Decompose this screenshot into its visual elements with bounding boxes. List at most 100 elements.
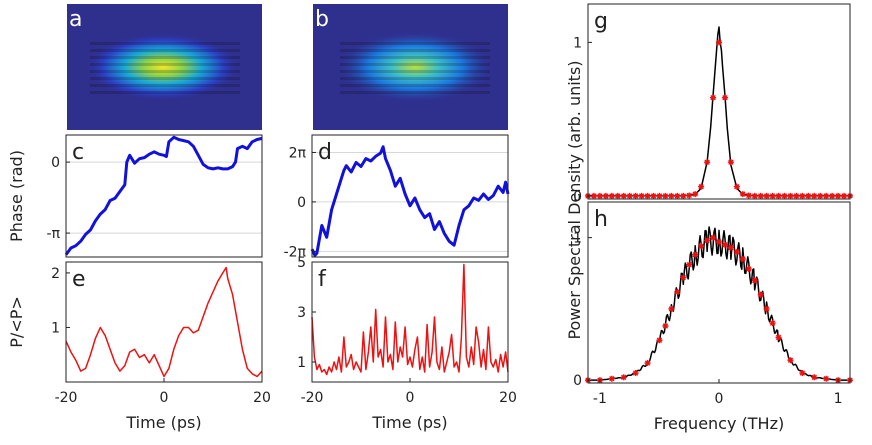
marker-g-17	[686, 192, 693, 199]
marker-g-2	[596, 192, 603, 199]
heatmap-b-fringes	[340, 38, 490, 98]
ytick-label-d-2: -2π	[284, 244, 307, 260]
marker-h-10	[680, 274, 687, 281]
series-line-h-0	[588, 226, 850, 381]
marker-h-19	[733, 248, 740, 255]
marker-h-20	[739, 256, 746, 263]
xtick-label-e-1: 0	[160, 390, 169, 406]
marker-g-24	[727, 159, 734, 166]
marker-g-42	[835, 192, 842, 199]
marker-h-23	[757, 291, 764, 298]
ytick-label-e-0: 2	[51, 266, 60, 282]
panel-label-f: f	[318, 267, 327, 292]
marker-g-22	[716, 39, 722, 46]
ytick-label-d-0: 2π	[289, 145, 307, 161]
xtick-label-e-2: 20	[253, 390, 271, 406]
ytick-label-g-0: 1	[573, 35, 582, 51]
marker-h-26	[775, 334, 782, 341]
marker-g-23	[721, 94, 728, 101]
marker-g-32	[775, 192, 782, 199]
marker-h-30	[823, 375, 830, 382]
panel-label-c: c	[72, 140, 84, 165]
marker-h-4	[632, 370, 639, 377]
series-line-e-0	[65, 266, 263, 378]
marker-h-6	[656, 337, 663, 344]
marker-g-21	[710, 94, 717, 101]
marker-g-38	[811, 192, 818, 199]
xtick-label-h-2: 1	[834, 391, 843, 407]
marker-g-12	[656, 192, 663, 199]
axes-f-background	[312, 262, 508, 382]
ytick-label-f-2: 1	[297, 355, 306, 371]
marker-g-29	[757, 192, 764, 199]
marker-h-15	[710, 234, 717, 241]
marker-h-17	[721, 241, 728, 248]
marker-g-39	[817, 192, 824, 199]
marker-g-43	[841, 192, 848, 199]
marker-g-7	[626, 192, 633, 199]
marker-h-16	[716, 238, 722, 245]
axes-d: 2π 0 -2π d	[284, 134, 510, 260]
xtick-label-f-1: 0	[406, 390, 415, 406]
marker-h-24	[763, 305, 770, 312]
marker-g-37	[805, 192, 812, 199]
marker-h-9	[674, 288, 681, 295]
marker-g-30	[763, 192, 770, 199]
ytick-label-h-0: 1	[573, 231, 582, 247]
ylabel-e: P/<P>	[7, 296, 26, 348]
marker-h-3	[620, 374, 627, 381]
panel-label-e: e	[72, 267, 86, 292]
marker-h-13	[698, 243, 705, 250]
ytick-label-h-1: 0	[573, 373, 582, 389]
marker-g-9	[638, 192, 645, 199]
axes-h-background	[588, 202, 850, 383]
ytick-label-f-0: 5	[297, 255, 306, 271]
marker-g-27	[745, 192, 752, 199]
marker-g-10	[644, 192, 651, 199]
marker-g-36	[799, 192, 806, 199]
marker-g-15	[674, 192, 681, 199]
xtick-label-f-2: 20	[499, 390, 517, 406]
ylabel-c: Phase (rad)	[7, 150, 26, 242]
axes-c-frame	[65, 134, 263, 258]
marker-g-25	[733, 183, 740, 190]
marker-g-34	[787, 192, 794, 199]
ytick-label-d-1: 0	[297, 195, 306, 211]
marker-g-13	[662, 192, 669, 199]
panel-a: a	[67, 4, 262, 130]
marker-g-4	[608, 192, 615, 199]
marker-g-6	[620, 192, 627, 199]
marker-g-16	[680, 192, 687, 199]
marker-h-14	[704, 237, 711, 244]
marker-h-11	[686, 261, 693, 268]
marker-h-28	[799, 370, 806, 377]
axes-f: 5 3 1 -20 0 20 f Time (ps)	[297, 255, 517, 432]
xtick-label-h-0: -1	[593, 391, 607, 407]
axes-g-frame	[587, 3, 851, 200]
panel-label-h: h	[594, 207, 608, 232]
marker-h-7	[662, 322, 669, 329]
marker-h-8	[668, 305, 675, 312]
marker-h-25	[769, 320, 776, 327]
series-line-g-0	[588, 26, 850, 197]
marker-g-14	[668, 192, 675, 199]
marker-g-3	[602, 192, 609, 199]
xtick-label-h-1: 0	[715, 391, 724, 407]
panel-label-a: a	[69, 7, 82, 32]
marker-g-35	[793, 192, 800, 199]
marker-h-18	[727, 244, 734, 251]
panel-label-d: d	[318, 140, 332, 165]
marker-g-11	[650, 192, 657, 199]
marker-g-1	[590, 192, 597, 199]
heatmap-a-fringes	[90, 40, 240, 96]
xlabel-h: Frequency (THz)	[654, 414, 784, 433]
xlabel-f: Time (ps)	[371, 413, 447, 432]
panel-b: b	[313, 4, 508, 130]
marker-g-8	[632, 192, 639, 199]
marker-h-12	[692, 251, 699, 258]
marker-h-27	[787, 357, 794, 364]
panel-label-g: g	[594, 9, 608, 34]
axes-d-background	[312, 135, 508, 257]
